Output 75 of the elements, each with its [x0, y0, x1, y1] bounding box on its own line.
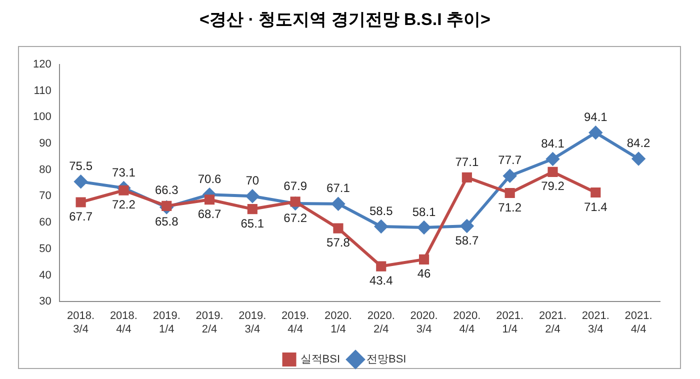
x-tick-label: 2018.3/4	[67, 310, 95, 336]
point	[546, 152, 560, 166]
point	[374, 220, 388, 233]
data-label: 71.2	[498, 200, 522, 214]
data-label: 67.7	[69, 210, 93, 224]
point	[504, 188, 515, 198]
point	[462, 172, 472, 182]
point	[376, 261, 386, 272]
data-label: 77.1	[455, 154, 479, 169]
y-tick-label: 100	[32, 111, 52, 124]
data-label: 71.4	[584, 200, 608, 214]
data-label: 58.5	[369, 204, 394, 218]
data-label: 67.2	[284, 210, 308, 225]
data-label: 65.1	[240, 216, 264, 230]
data-label: 65.8	[154, 214, 179, 229]
x-tick-label: 2019.3/4	[238, 310, 266, 336]
x-tick-label: 2020.2/4	[367, 310, 395, 336]
point	[548, 166, 558, 177]
point	[204, 194, 215, 205]
point	[74, 175, 88, 188]
point	[589, 126, 602, 140]
point	[333, 223, 344, 234]
point	[590, 187, 601, 198]
data-label: 46	[417, 266, 432, 281]
y-tick-label: 40	[39, 269, 52, 282]
data-label: 77.7	[498, 153, 522, 168]
y-tick-label: 110	[34, 84, 52, 97]
point	[76, 197, 86, 208]
data-label: 72.2	[112, 198, 136, 212]
data-label: 58.7	[455, 233, 479, 248]
legend-label: 전망BSI	[366, 354, 406, 366]
x-tick-label: 2021.2/4	[538, 310, 567, 336]
x-tick-label: 2018.4/4	[110, 310, 138, 336]
data-label: 84.2	[626, 136, 651, 150]
y-tick-label: 80	[39, 164, 52, 176]
point	[503, 169, 516, 182]
data-label: 57.8	[326, 236, 350, 250]
data-label: 75.5	[69, 158, 93, 173]
y-tick-label: 30	[39, 296, 52, 308]
data-label: 43.4	[369, 274, 394, 288]
point	[418, 254, 430, 264]
data-label: 79.2	[541, 179, 565, 194]
y-tick-label: 70	[39, 190, 52, 202]
y-tick-label: 60	[39, 216, 52, 229]
point	[118, 185, 129, 196]
data-label: 58.1	[412, 204, 436, 219]
point	[247, 204, 258, 214]
x-tick-label: 2019.1/4	[152, 310, 180, 336]
data-label: 73.1	[112, 165, 136, 180]
x-tick-label: 2019.4/4	[282, 310, 310, 336]
x-tick-label: 2020.4/4	[453, 310, 481, 336]
data-label: 94.1	[584, 110, 608, 124]
legend-label: 실적BSI	[300, 354, 340, 366]
data-label: 84.1	[541, 136, 565, 150]
data-label: 66.3	[154, 183, 179, 198]
x-tick-label: 2021.1/4	[496, 310, 524, 336]
y-tick-label: 120	[32, 58, 52, 70]
x-tick-label: 2020.1/4	[324, 310, 352, 336]
data-label: 70.6	[198, 172, 222, 186]
chart-title: <경산 · 청도지역 경기전망 B.S.I 추이>	[200, 10, 491, 29]
x-tick-label: 2021.4/4	[624, 310, 652, 336]
point	[418, 221, 431, 234]
x-tick-label: 2020.3/4	[410, 310, 438, 336]
point	[632, 152, 646, 166]
x-tick-label: 2019.2/4	[196, 310, 224, 336]
point	[246, 190, 259, 203]
y-tick-label: 90	[39, 138, 52, 150]
data-label: 70	[246, 173, 260, 188]
x-tick-label: 2021.3/4	[582, 310, 610, 336]
data-label: 68.7	[198, 206, 222, 221]
data-label: 67.9	[284, 179, 308, 194]
data-label: 67.1	[326, 181, 350, 196]
y-tick-label: 50	[39, 242, 52, 255]
point	[460, 219, 474, 232]
point	[332, 197, 345, 210]
